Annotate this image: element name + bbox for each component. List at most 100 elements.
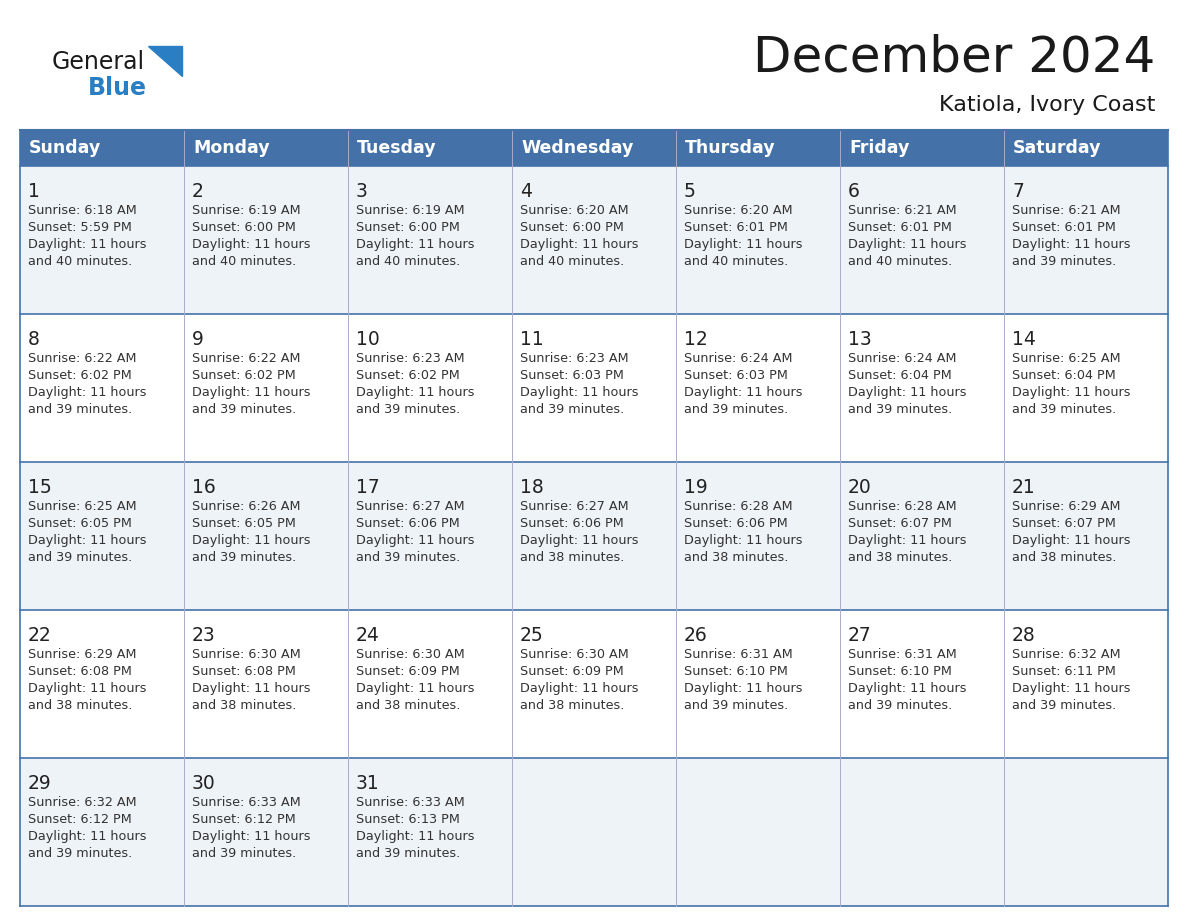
Bar [20,130,1168,166]
Text: Daylight: 11 hours: Daylight: 11 hours [848,534,967,547]
Text: Daylight: 11 hours: Daylight: 11 hours [684,534,803,547]
Text: Monday: Monday [192,139,270,157]
Text: Sunset: 6:04 PM: Sunset: 6:04 PM [1012,369,1116,382]
Text: Sunrise: 6:21 AM: Sunrise: 6:21 AM [1012,204,1120,217]
Text: Sunset: 6:03 PM: Sunset: 6:03 PM [684,369,788,382]
Text: Sunrise: 6:18 AM: Sunrise: 6:18 AM [29,204,137,217]
Text: and 38 minutes.: and 38 minutes. [29,699,132,712]
Text: Sunset: 6:10 PM: Sunset: 6:10 PM [684,665,788,678]
Text: Sunrise: 6:29 AM: Sunrise: 6:29 AM [29,648,137,661]
Text: Wednesday: Wednesday [522,139,633,157]
Text: and 38 minutes.: and 38 minutes. [848,551,953,564]
Bar [20,610,1168,758]
Text: 24: 24 [356,626,380,645]
Text: Sunrise: 6:29 AM: Sunrise: 6:29 AM [1012,500,1120,513]
Text: Sunset: 6:05 PM: Sunset: 6:05 PM [29,517,132,530]
Text: Sunrise: 6:25 AM: Sunrise: 6:25 AM [29,500,137,513]
Text: Sunrise: 6:20 AM: Sunrise: 6:20 AM [520,204,628,217]
Text: 30: 30 [192,774,216,793]
Text: Sunrise: 6:19 AM: Sunrise: 6:19 AM [356,204,465,217]
Text: Sunrise: 6:24 AM: Sunrise: 6:24 AM [848,352,956,365]
Text: Daylight: 11 hours: Daylight: 11 hours [192,238,310,251]
Text: Sunset: 6:00 PM: Sunset: 6:00 PM [356,221,460,234]
Text: Daylight: 11 hours: Daylight: 11 hours [520,682,638,695]
Text: Sunrise: 6:33 AM: Sunrise: 6:33 AM [356,796,465,809]
Text: and 39 minutes.: and 39 minutes. [192,551,296,564]
Text: 11: 11 [520,330,544,349]
Text: 10: 10 [356,330,380,349]
Text: and 39 minutes.: and 39 minutes. [1012,255,1117,268]
Text: 25: 25 [520,626,544,645]
Text: Daylight: 11 hours: Daylight: 11 hours [29,830,146,843]
Text: 31: 31 [356,774,380,793]
Text: 7: 7 [1012,182,1024,201]
Text: and 39 minutes.: and 39 minutes. [684,403,789,416]
Text: 3: 3 [356,182,368,201]
Text: Friday: Friday [849,139,909,157]
Text: Sunset: 6:00 PM: Sunset: 6:00 PM [520,221,624,234]
Text: and 39 minutes.: and 39 minutes. [192,847,296,860]
Bar [20,462,1168,610]
Text: Tuesday: Tuesday [358,139,437,157]
Text: Daylight: 11 hours: Daylight: 11 hours [520,238,638,251]
Text: Sunrise: 6:20 AM: Sunrise: 6:20 AM [684,204,792,217]
Text: Saturday: Saturday [1013,139,1101,157]
Text: General: General [52,50,145,74]
Text: Daylight: 11 hours: Daylight: 11 hours [1012,238,1131,251]
Text: 21: 21 [1012,478,1036,497]
Text: Daylight: 11 hours: Daylight: 11 hours [1012,682,1131,695]
Text: Sunrise: 6:28 AM: Sunrise: 6:28 AM [848,500,956,513]
Text: Sunrise: 6:19 AM: Sunrise: 6:19 AM [192,204,301,217]
Text: 28: 28 [1012,626,1036,645]
Text: Sunset: 6:08 PM: Sunset: 6:08 PM [192,665,296,678]
Text: 18: 18 [520,478,544,497]
Text: Sunset: 6:12 PM: Sunset: 6:12 PM [29,813,132,826]
Text: 8: 8 [29,330,40,349]
Text: Sunrise: 6:22 AM: Sunrise: 6:22 AM [192,352,301,365]
Text: Sunrise: 6:30 AM: Sunrise: 6:30 AM [520,648,628,661]
Text: Daylight: 11 hours: Daylight: 11 hours [192,682,310,695]
Text: Sunrise: 6:28 AM: Sunrise: 6:28 AM [684,500,792,513]
Text: Daylight: 11 hours: Daylight: 11 hours [29,386,146,399]
Text: and 39 minutes.: and 39 minutes. [29,403,132,416]
Text: 23: 23 [192,626,216,645]
Text: and 39 minutes.: and 39 minutes. [192,403,296,416]
Text: Sunset: 5:59 PM: Sunset: 5:59 PM [29,221,132,234]
Text: 14: 14 [1012,330,1036,349]
Text: Sunset: 6:06 PM: Sunset: 6:06 PM [684,517,788,530]
Text: Sunrise: 6:21 AM: Sunrise: 6:21 AM [848,204,956,217]
Text: Sunrise: 6:31 AM: Sunrise: 6:31 AM [684,648,792,661]
Text: Daylight: 11 hours: Daylight: 11 hours [520,534,638,547]
Text: Daylight: 11 hours: Daylight: 11 hours [848,238,967,251]
Text: Daylight: 11 hours: Daylight: 11 hours [848,682,967,695]
Text: Sunset: 6:13 PM: Sunset: 6:13 PM [356,813,460,826]
Text: and 38 minutes.: and 38 minutes. [1012,551,1117,564]
Text: Sunset: 6:01 PM: Sunset: 6:01 PM [1012,221,1116,234]
Text: 1: 1 [29,182,40,201]
Text: and 39 minutes.: and 39 minutes. [356,403,460,416]
Text: Sunset: 6:05 PM: Sunset: 6:05 PM [192,517,296,530]
Text: Daylight: 11 hours: Daylight: 11 hours [684,386,803,399]
Text: Sunrise: 6:32 AM: Sunrise: 6:32 AM [29,796,137,809]
Text: and 39 minutes.: and 39 minutes. [356,847,460,860]
Text: Sunrise: 6:23 AM: Sunrise: 6:23 AM [356,352,465,365]
Text: 13: 13 [848,330,872,349]
Text: and 38 minutes.: and 38 minutes. [192,699,296,712]
Text: and 39 minutes.: and 39 minutes. [356,551,460,564]
Text: Sunset: 6:01 PM: Sunset: 6:01 PM [684,221,788,234]
Text: Daylight: 11 hours: Daylight: 11 hours [29,534,146,547]
Text: Thursday: Thursday [685,139,776,157]
Text: 2: 2 [192,182,204,201]
Text: 15: 15 [29,478,52,497]
Text: Daylight: 11 hours: Daylight: 11 hours [192,830,310,843]
Text: and 40 minutes.: and 40 minutes. [684,255,789,268]
Text: Sunrise: 6:26 AM: Sunrise: 6:26 AM [192,500,301,513]
Polygon shape [148,46,182,76]
Text: Sunrise: 6:22 AM: Sunrise: 6:22 AM [29,352,137,365]
Text: Sunset: 6:04 PM: Sunset: 6:04 PM [848,369,952,382]
Text: Daylight: 11 hours: Daylight: 11 hours [356,830,474,843]
Text: Sunrise: 6:25 AM: Sunrise: 6:25 AM [1012,352,1120,365]
Text: and 39 minutes.: and 39 minutes. [1012,699,1117,712]
Text: Sunrise: 6:30 AM: Sunrise: 6:30 AM [192,648,301,661]
Text: 20: 20 [848,478,872,497]
